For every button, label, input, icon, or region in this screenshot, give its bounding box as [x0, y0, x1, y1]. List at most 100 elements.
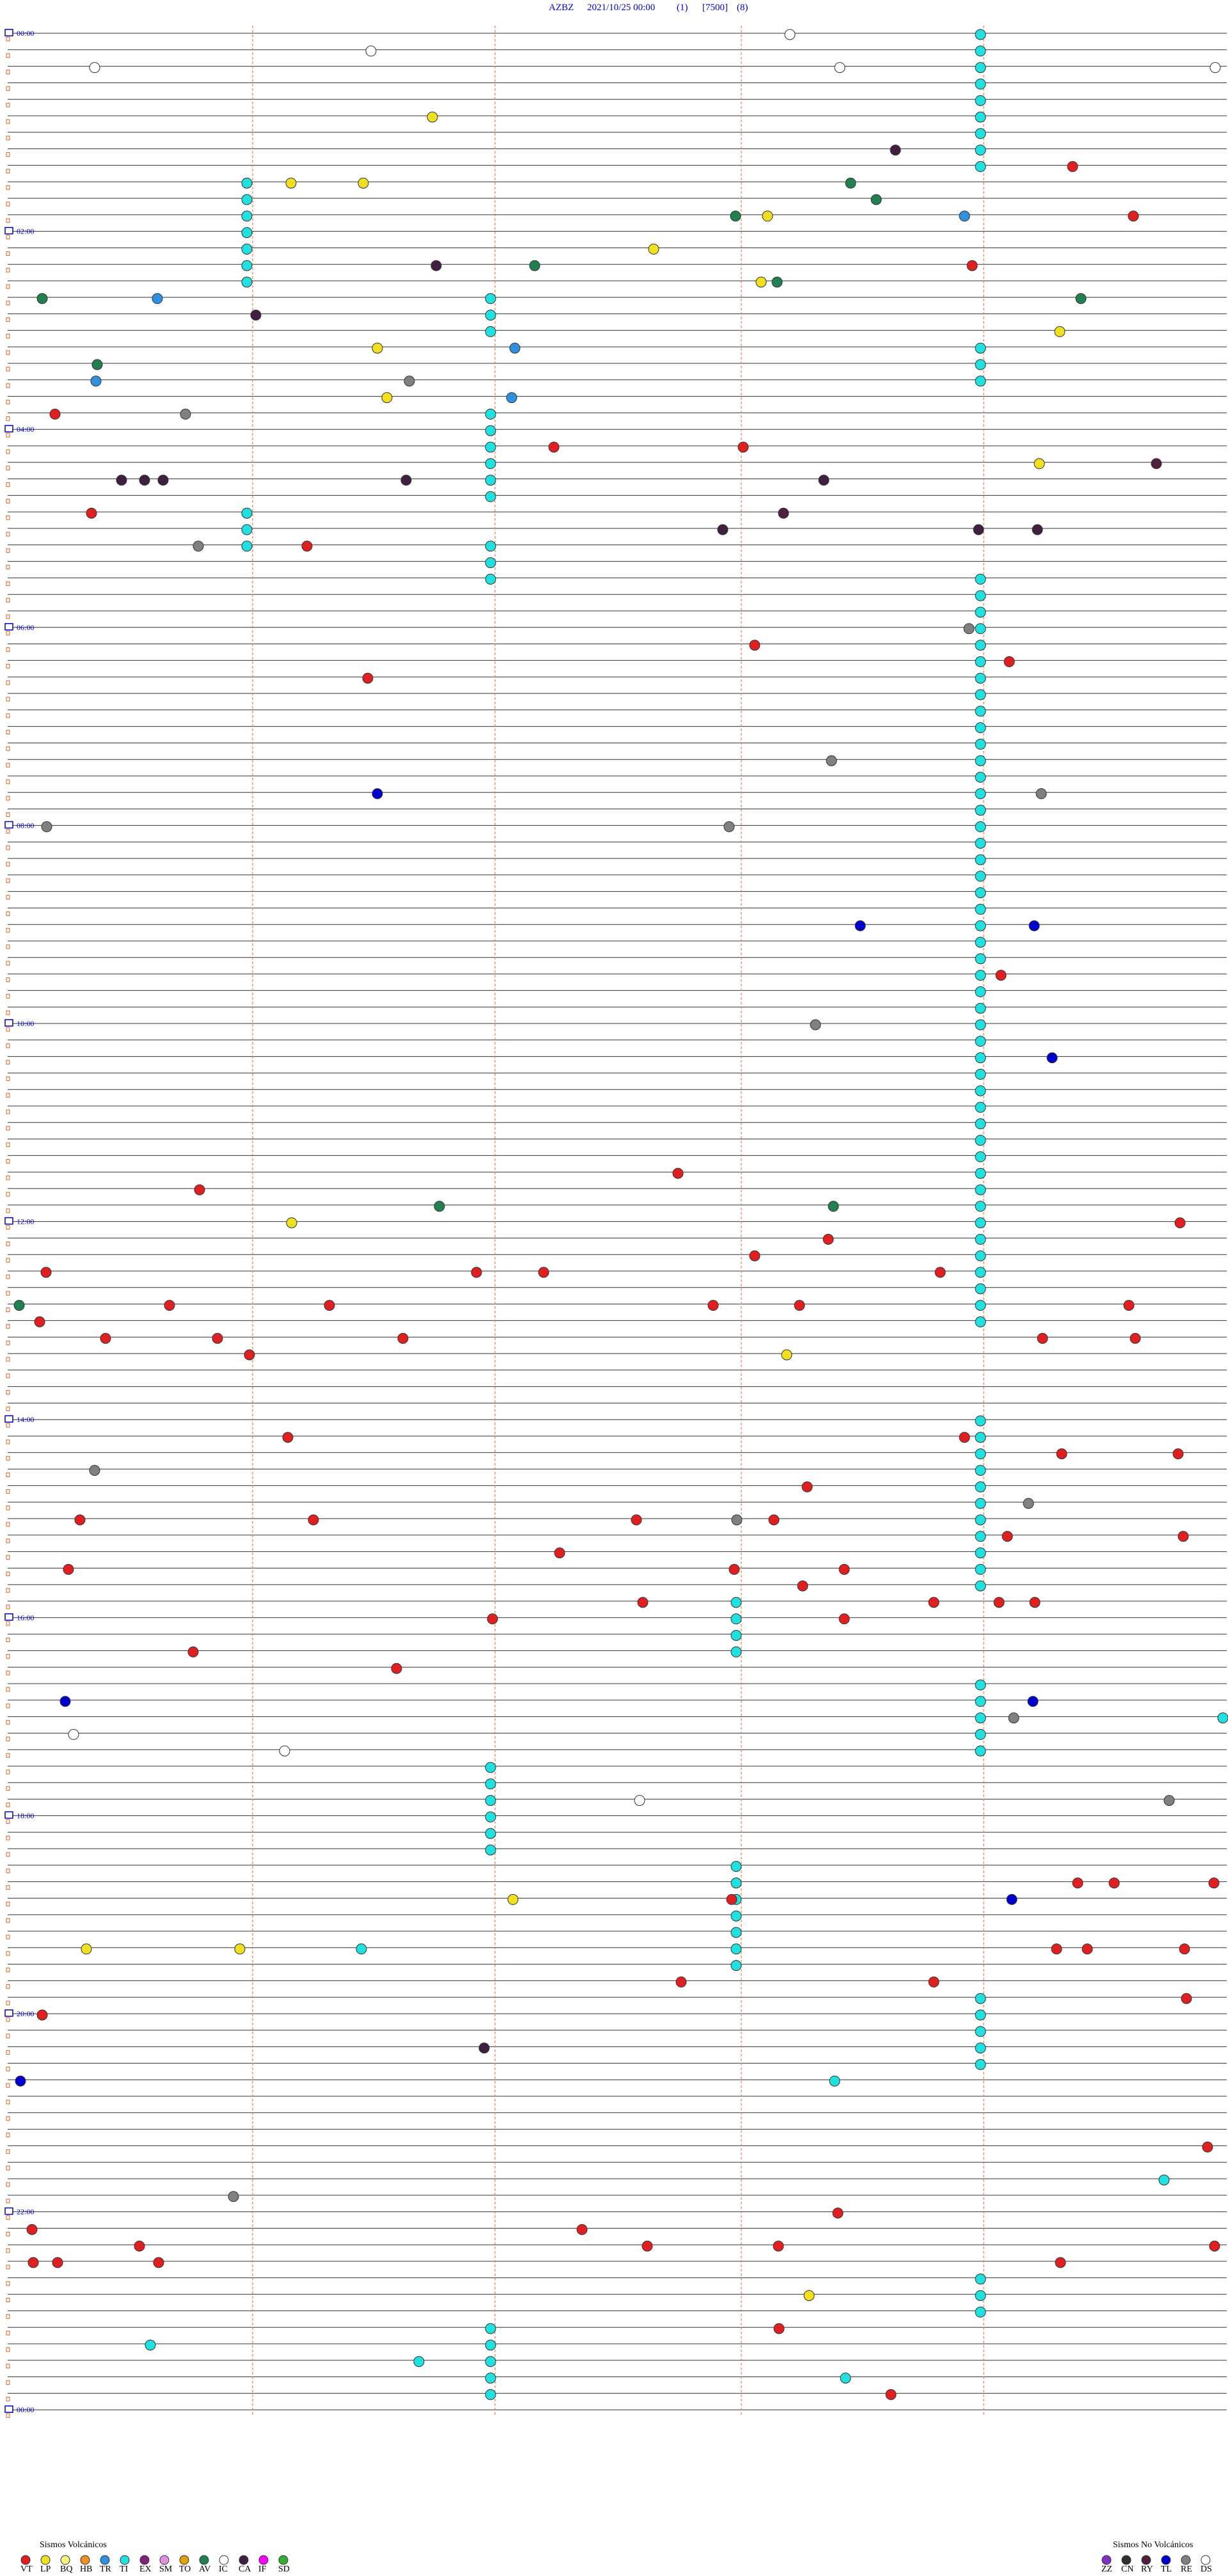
- legend-marker: [199, 2555, 209, 2565]
- time-mark: [6, 1555, 10, 1560]
- event-marker: [397, 1332, 409, 1344]
- legend-marker: [1101, 2555, 1112, 2565]
- time-mark: [6, 2264, 10, 2270]
- time-mark: [6, 2034, 10, 2039]
- event-marker: [241, 541, 253, 552]
- time-mark: [6, 1720, 10, 1725]
- time-mark: [6, 1126, 10, 1131]
- legend-marker: [1121, 2555, 1131, 2565]
- event-marker: [91, 359, 103, 370]
- events: [13, 29, 1228, 2400]
- event-marker: [301, 541, 313, 552]
- time-mark: [6, 2083, 10, 2088]
- event-marker: [86, 507, 97, 519]
- event-marker: [975, 936, 986, 948]
- event-marker: [68, 1728, 79, 1740]
- event-marker: [975, 689, 986, 700]
- event-marker: [1028, 920, 1040, 931]
- event-marker: [1046, 1052, 1058, 1064]
- event-marker: [975, 1184, 986, 1196]
- time-mark: [6, 1274, 10, 1279]
- event-marker: [975, 1497, 986, 1509]
- hour-tick: [4, 1019, 13, 1027]
- time-mark: [6, 383, 10, 388]
- hour-label: 16:00: [17, 1613, 34, 1622]
- hour-tick: [4, 1811, 13, 1819]
- time-mark: [6, 70, 10, 75]
- event-marker: [1032, 524, 1043, 535]
- event-marker: [975, 1696, 986, 1707]
- event-marker: [975, 1102, 986, 1113]
- time-mark: [6, 2050, 10, 2055]
- event-marker: [241, 524, 253, 535]
- time-mark: [6, 1241, 10, 1246]
- event-marker: [279, 1745, 290, 1757]
- time-mark: [6, 1538, 10, 1544]
- hour-tick: [4, 623, 13, 631]
- event-marker: [975, 722, 986, 734]
- event-marker: [358, 177, 369, 189]
- event-marker: [975, 2058, 986, 2070]
- event-marker: [838, 1563, 850, 1575]
- hour-tick: [4, 821, 13, 829]
- event-marker: [975, 590, 986, 601]
- header: AZBZ 2021/10/25 00:00 (1) [7500] (8): [549, 3, 748, 13]
- time-mark: [6, 2165, 10, 2170]
- event-marker: [13, 1300, 25, 1311]
- event-marker: [730, 210, 741, 222]
- time-mark: [6, 977, 10, 983]
- time-mark: [6, 1291, 10, 1296]
- event-marker: [1174, 1217, 1186, 1229]
- event-marker: [152, 293, 163, 304]
- event-marker: [928, 1976, 940, 1987]
- event-marker: [730, 1597, 742, 1608]
- event-marker: [797, 1580, 808, 1592]
- event-marker: [180, 408, 191, 420]
- time-mark: [6, 1951, 10, 1956]
- time-mark: [6, 2000, 10, 2005]
- event-marker: [41, 821, 52, 832]
- event-marker: [723, 821, 735, 832]
- event-marker: [241, 507, 253, 519]
- time-mark: [6, 2298, 10, 2303]
- legend-marker: [20, 2555, 31, 2565]
- event-marker: [372, 342, 383, 354]
- event-marker: [975, 738, 986, 750]
- time-mark: [6, 2396, 10, 2401]
- event-marker: [365, 45, 377, 57]
- event-marker: [840, 2373, 851, 2384]
- event-marker: [485, 1762, 496, 1773]
- event-marker: [975, 1563, 986, 1575]
- event-marker: [975, 805, 986, 816]
- time-mark: [6, 746, 10, 751]
- time-mark: [6, 102, 10, 107]
- event-marker: [36, 293, 48, 304]
- hour-label: 08:00: [17, 821, 34, 830]
- event-marker: [372, 788, 383, 800]
- event-marker: [487, 1613, 498, 1625]
- event-marker: [730, 1861, 742, 1872]
- event-marker: [975, 145, 986, 156]
- time-mark: [6, 1109, 10, 1114]
- event-marker: [1158, 2174, 1170, 2186]
- event-marker: [485, 2389, 496, 2400]
- event-marker: [845, 177, 856, 189]
- event-marker: [1075, 293, 1087, 304]
- event-marker: [975, 1745, 986, 1757]
- event-marker: [975, 1283, 986, 1295]
- time-mark: [6, 1852, 10, 1857]
- event-marker: [1051, 1943, 1062, 1955]
- event-marker: [15, 2075, 26, 2087]
- time-mark: [6, 482, 10, 487]
- event-marker: [975, 706, 986, 717]
- time-mark: [6, 2099, 10, 2105]
- traces: [6, 26, 1227, 2418]
- event-marker: [1151, 458, 1162, 470]
- time-mark: [6, 515, 10, 520]
- time-mark: [6, 267, 10, 273]
- event-marker: [34, 1316, 45, 1327]
- legend-label: HB: [80, 2564, 92, 2574]
- event-marker: [934, 1267, 946, 1278]
- time-mark: [6, 680, 10, 685]
